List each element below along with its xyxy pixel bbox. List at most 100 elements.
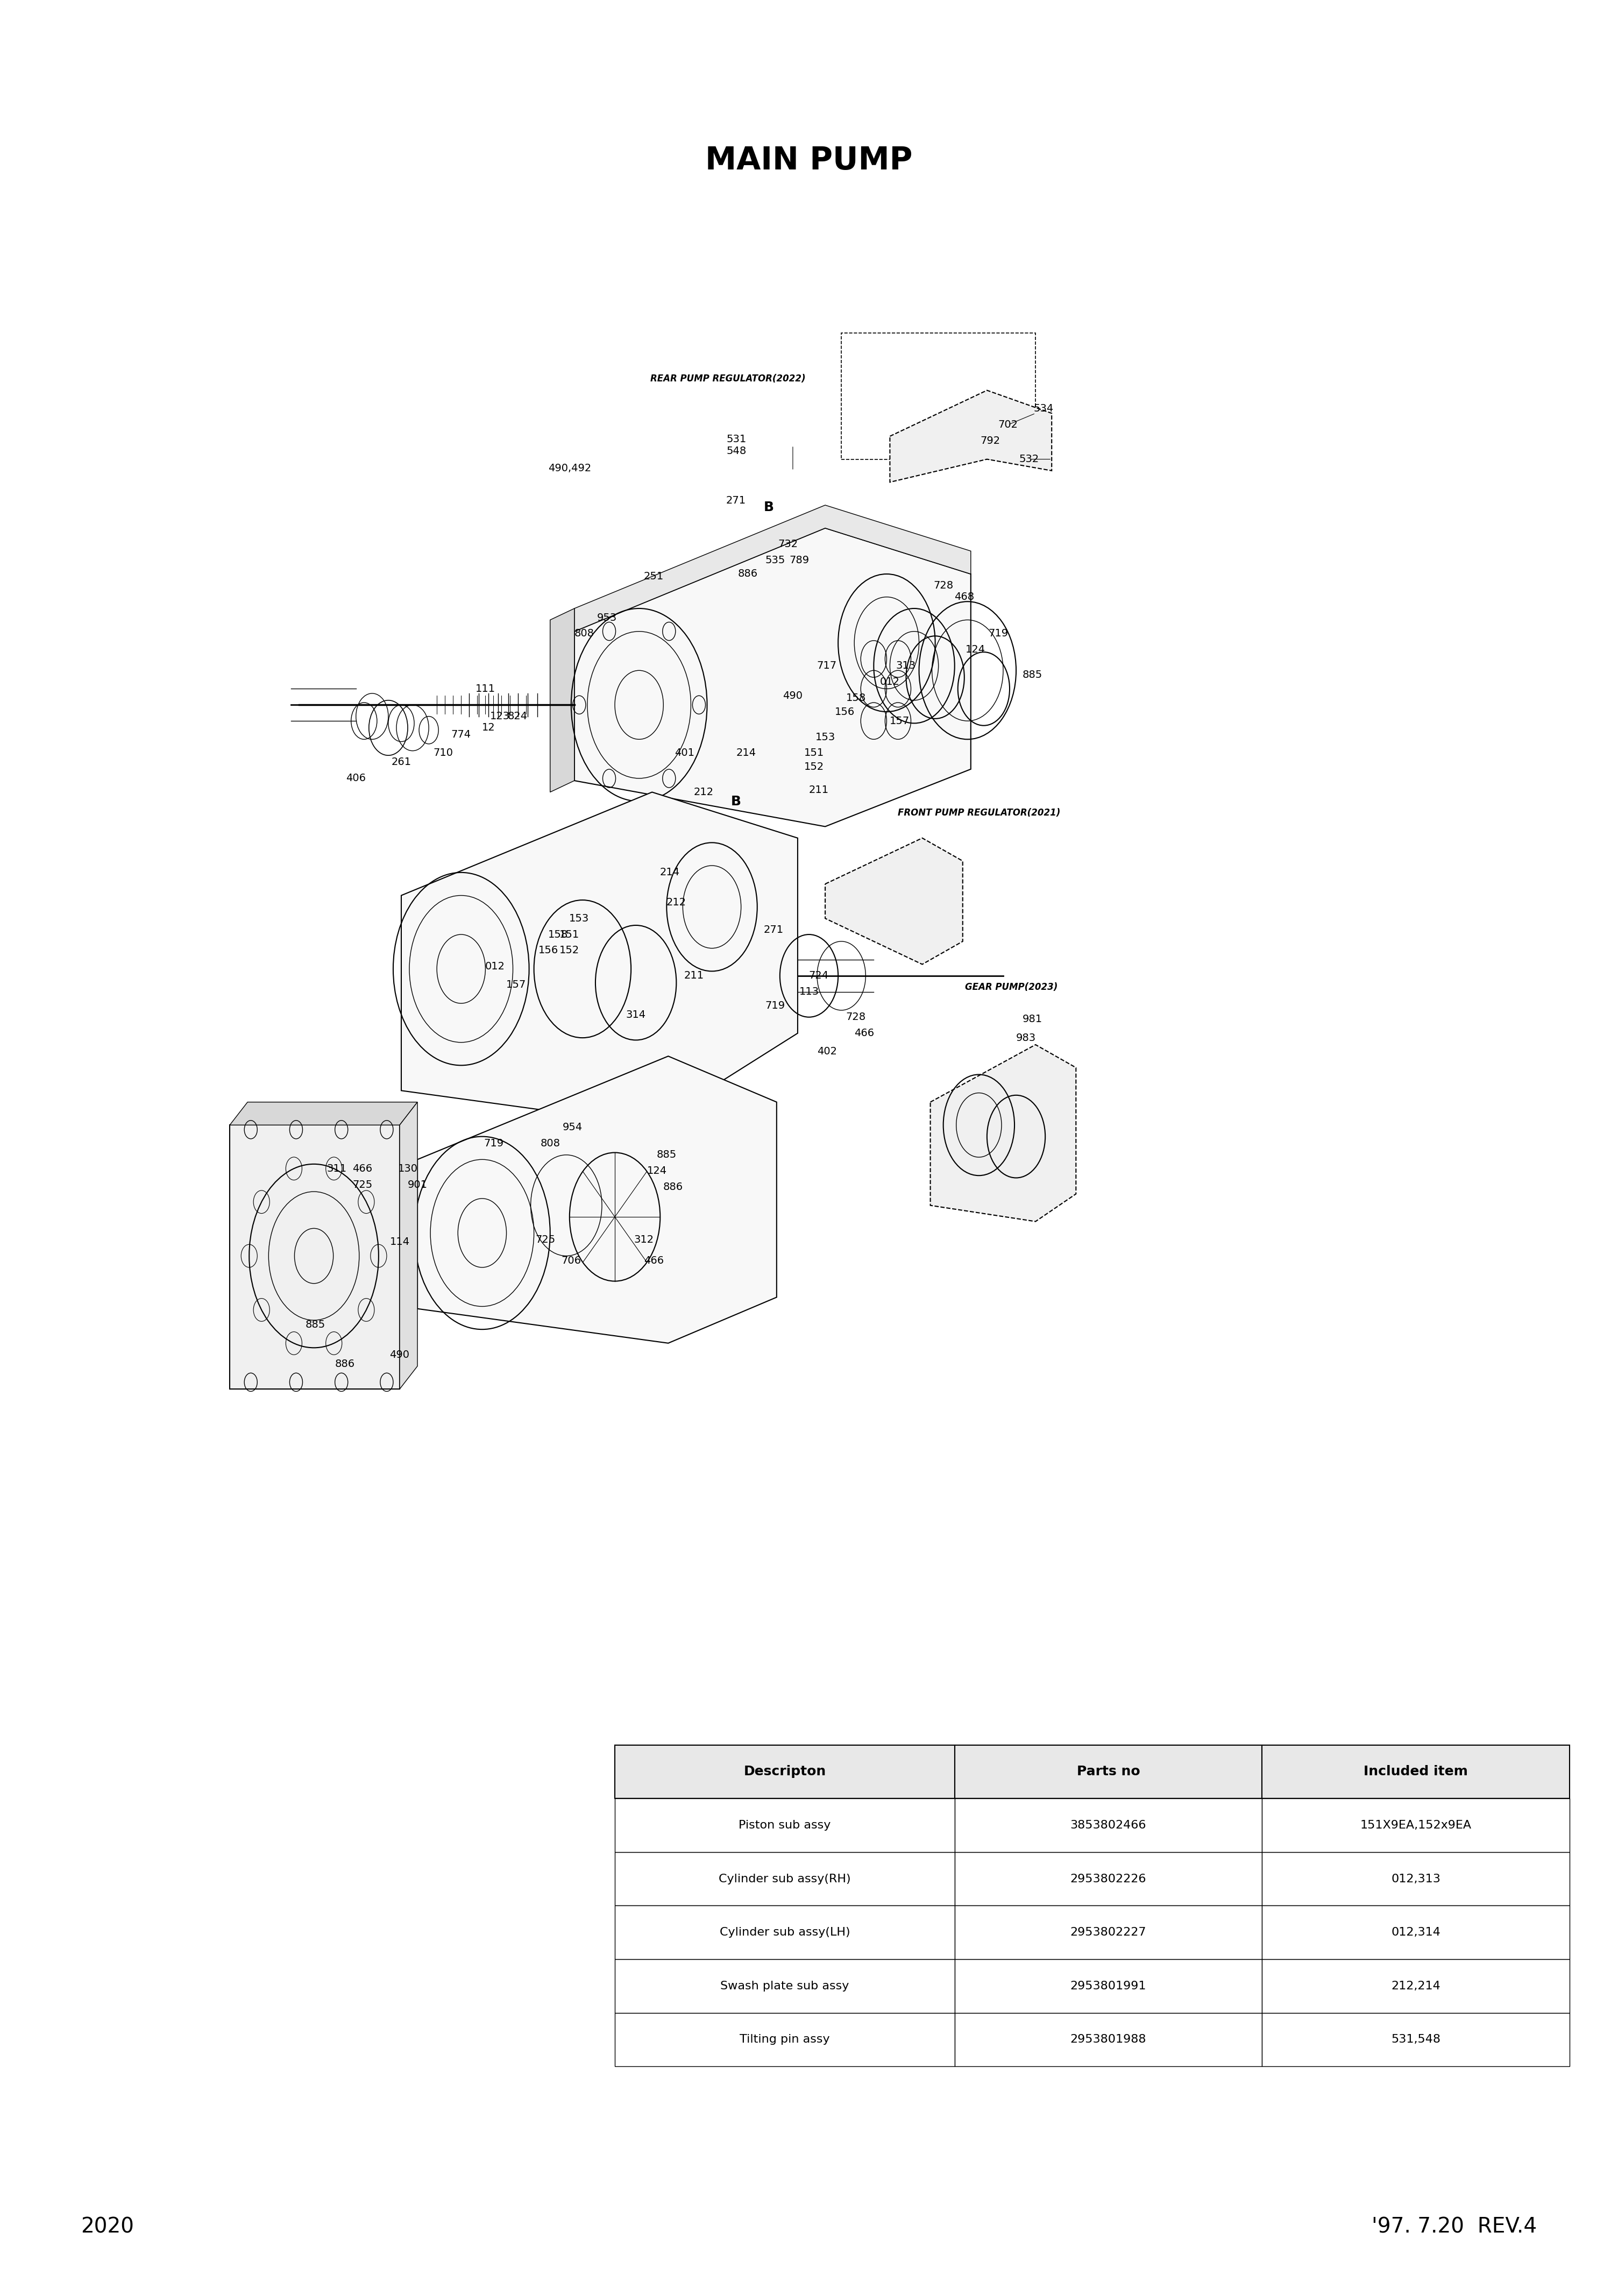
Text: '97. 7.20  REV.4: '97. 7.20 REV.4 [1372,2218,1537,2236]
Text: 885: 885 [657,1150,676,1159]
Text: 212,214: 212,214 [1391,1981,1440,1991]
Polygon shape [417,1056,777,1343]
Text: Piston sub assy: Piston sub assy [739,1821,830,1830]
Text: 158: 158 [549,930,568,939]
FancyBboxPatch shape [615,1798,955,1853]
Text: Tilting pin assy: Tilting pin assy [739,2034,830,2046]
Text: 885: 885 [306,1320,325,1329]
Polygon shape [574,505,971,631]
Text: 702: 702 [998,420,1018,429]
Polygon shape [230,1125,400,1389]
FancyBboxPatch shape [615,1853,955,1906]
Text: 406: 406 [346,774,366,783]
FancyBboxPatch shape [1262,1745,1569,1798]
Text: 490: 490 [390,1350,409,1359]
Text: 808: 808 [574,629,594,638]
Polygon shape [401,792,798,1125]
Text: 885: 885 [1023,670,1042,680]
Text: 535: 535 [765,556,785,565]
Text: 12: 12 [482,723,495,732]
Text: 2953802227: 2953802227 [1069,1926,1147,1938]
Text: 3853802466: 3853802466 [1069,1821,1147,1830]
Text: 719: 719 [484,1139,503,1148]
Text: Descripton: Descripton [744,1766,825,1777]
Text: 983: 983 [1016,1033,1036,1042]
Text: 728: 728 [846,1013,866,1022]
Text: 211: 211 [809,785,828,794]
Text: 271: 271 [764,925,783,934]
Text: 774: 774 [451,730,471,739]
Text: B: B [764,501,773,514]
Text: 012,314: 012,314 [1391,1926,1440,1938]
Text: GEAR PUMP(2023): GEAR PUMP(2023) [964,983,1058,992]
Text: 111: 111 [476,684,495,693]
Text: 261: 261 [392,758,411,767]
Polygon shape [230,1102,417,1125]
Text: 901: 901 [408,1180,427,1189]
Polygon shape [550,608,574,792]
Polygon shape [890,390,1052,482]
Text: 710: 710 [434,748,453,758]
Text: 212: 212 [667,898,686,907]
Text: 123: 123 [490,712,510,721]
FancyBboxPatch shape [1262,1853,1569,1906]
Text: B: B [731,794,741,808]
Text: 152: 152 [560,946,579,955]
FancyBboxPatch shape [955,2014,1262,2066]
Text: 251: 251 [644,572,663,581]
Text: 532: 532 [1019,455,1039,464]
Text: 113: 113 [799,987,819,996]
Text: 724: 724 [809,971,828,980]
Polygon shape [574,528,971,827]
Text: 152: 152 [804,762,824,771]
Text: Cylinder sub assy(RH): Cylinder sub assy(RH) [718,1874,851,1885]
Text: 466: 466 [353,1164,372,1173]
Text: 824: 824 [508,712,527,721]
FancyBboxPatch shape [615,1745,955,1798]
Text: 156: 156 [539,946,558,955]
Text: 719: 719 [765,1001,785,1010]
Text: 313: 313 [896,661,916,670]
Text: 158: 158 [846,693,866,703]
Text: 981: 981 [1023,1015,1042,1024]
Polygon shape [400,1102,417,1389]
Text: 114: 114 [390,1238,409,1247]
Text: 886: 886 [738,569,757,579]
Text: 725: 725 [536,1235,555,1244]
Text: 212: 212 [694,788,714,797]
Text: 124: 124 [647,1166,667,1176]
Text: 789: 789 [790,556,809,565]
Text: 725: 725 [353,1180,372,1189]
Text: 490,492: 490,492 [549,464,591,473]
Text: 214: 214 [660,868,680,877]
Text: 717: 717 [817,661,837,670]
Text: 312: 312 [634,1235,654,1244]
Text: Swash plate sub assy: Swash plate sub assy [720,1981,849,1991]
Text: 157: 157 [506,980,526,990]
Text: 402: 402 [817,1047,837,1056]
Text: 792: 792 [981,436,1000,445]
Text: 311: 311 [327,1164,346,1173]
Text: 012: 012 [880,677,900,687]
Text: Included item: Included item [1364,1766,1468,1777]
FancyBboxPatch shape [615,1906,955,1958]
Text: 531
548: 531 548 [726,434,746,457]
Text: 808: 808 [540,1139,560,1148]
Text: 466: 466 [854,1029,874,1038]
Text: 130: 130 [398,1164,417,1173]
FancyBboxPatch shape [615,1958,955,2014]
Text: FRONT PUMP REGULATOR(2021): FRONT PUMP REGULATOR(2021) [898,808,1060,817]
Text: 157: 157 [890,716,909,726]
Text: 531,548: 531,548 [1391,2034,1440,2046]
Text: 953: 953 [597,613,616,622]
Text: 732: 732 [778,540,798,549]
Text: 214: 214 [736,748,756,758]
Text: 719: 719 [989,629,1008,638]
Text: 401: 401 [675,748,694,758]
Polygon shape [825,838,963,964]
FancyBboxPatch shape [1262,2014,1569,2066]
FancyBboxPatch shape [955,1906,1262,1958]
Text: 314: 314 [626,1010,646,1019]
FancyBboxPatch shape [955,1958,1262,2014]
Text: 490: 490 [783,691,803,700]
